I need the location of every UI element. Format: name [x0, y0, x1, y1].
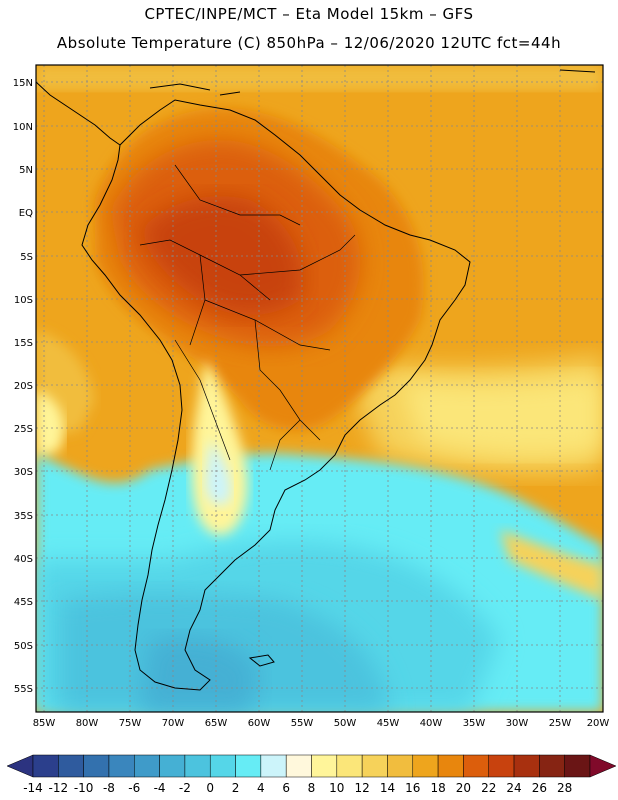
colorbar-swatch — [209, 754, 236, 778]
colorbar-swatch — [184, 754, 211, 778]
lat-label: 50S — [14, 641, 33, 652]
longitude-labels: 85W 80W 75W 70W 65W 60W 55W 50W 45W 40W … — [33, 718, 610, 729]
colorbar-swatch — [108, 754, 135, 778]
lat-label: 20S — [14, 381, 33, 392]
colorbar-label: 16 — [405, 781, 420, 795]
lat-label: 5N — [19, 165, 33, 176]
colorbar-low-arrow — [6, 754, 34, 778]
colorbar-label: 0 — [206, 781, 214, 795]
colorbar-label: 2 — [232, 781, 240, 795]
lon-label: 65W — [205, 718, 228, 729]
country-borders — [139, 164, 356, 471]
colorbar-label: -8 — [103, 781, 115, 795]
map-frame — [35, 64, 604, 713]
falkland-islands-outline — [248, 654, 275, 667]
colorbar-label: 22 — [481, 781, 496, 795]
colorbar-high-arrow — [589, 754, 617, 778]
colorbar-swatch — [539, 754, 565, 778]
colorbar-label: -12 — [49, 781, 69, 795]
colorbar-swatch — [412, 754, 439, 778]
lon-label: 50W — [334, 718, 357, 729]
lat-label: 5S — [20, 252, 33, 263]
lon-label: 60W — [248, 718, 271, 729]
colorbar-swatch — [235, 754, 262, 778]
colorbar-label: 8 — [308, 781, 316, 795]
lat-label: 30S — [14, 467, 33, 478]
lat-label: 15N — [13, 78, 33, 89]
colorbar-label: 4 — [257, 781, 265, 795]
colorbar-swatch — [387, 754, 414, 778]
lon-label: 35W — [463, 718, 486, 729]
colorbar-swatch — [32, 754, 59, 778]
lon-label: 75W — [119, 718, 142, 729]
colorbar-swatch — [83, 754, 110, 778]
colorbar-swatch — [159, 754, 186, 778]
colorbar-swatch — [285, 754, 312, 778]
colorbar-label: 28 — [557, 781, 572, 795]
colorbar-label: 20 — [456, 781, 471, 795]
lat-label: 40S — [14, 554, 33, 565]
colorbar-label: 6 — [282, 781, 290, 795]
colorbar: -14 -12 -10 -8 -6 -4 -2 0 2 4 6 8 10 12 14 16 18 20 22 24 26… — [6, 754, 617, 795]
colorbar-swatch — [488, 754, 515, 778]
chart-title-line-2: Absolute Temperature (C) 850hPa – 12/06/… — [56, 34, 562, 52]
colorbar-swatch — [260, 754, 287, 778]
colorbar-swatch — [564, 754, 591, 778]
lon-label: 85W — [33, 718, 56, 729]
lat-label: 10N — [13, 122, 33, 133]
colorbar-swatch — [463, 754, 489, 778]
lon-label: 45W — [377, 718, 400, 729]
lon-label: 80W — [76, 718, 99, 729]
colorbar-swatch — [311, 754, 338, 778]
central-america-coastline — [35, 81, 121, 146]
colorbar-swatch — [134, 754, 160, 778]
south-america-coastline — [81, 99, 471, 691]
colorbar-label: 26 — [532, 781, 547, 795]
lon-label: 20W — [587, 718, 610, 729]
colorbar-label: 14 — [380, 781, 395, 795]
colorbar-swatch — [58, 754, 84, 778]
lat-label: 55S — [14, 684, 33, 695]
colorbar-label: 10 — [329, 781, 344, 795]
coastlines — [35, 69, 596, 691]
colorbar-swatch — [361, 754, 388, 778]
lat-label: 35S — [14, 511, 33, 522]
colorbar-label: -2 — [179, 781, 191, 795]
colorbar-label: -6 — [128, 781, 140, 795]
lon-label: 30W — [506, 718, 529, 729]
colorbar-label: -4 — [154, 781, 166, 795]
colorbar-swatch — [437, 754, 464, 778]
colorbar-swatch — [336, 754, 363, 778]
temperature-field — [36, 65, 603, 712]
lon-label: 55W — [291, 718, 314, 729]
lon-label: 25W — [549, 718, 572, 729]
colorbar-swatch — [513, 754, 540, 778]
lat-label: 10S — [14, 295, 33, 306]
colorbar-label: 24 — [506, 781, 521, 795]
latitude-labels: 15N 10N 5N EQ 5S 10S 15S 20S 25S 30S 35S… — [13, 78, 33, 695]
lon-label: 40W — [420, 718, 443, 729]
chart-title-line-1: CPTEC/INPE/MCT – Eta Model 15km – GFS — [144, 5, 474, 23]
lat-label: 15S — [14, 338, 33, 349]
caribbean-islands-outline — [149, 69, 596, 96]
lat-label: 25S — [14, 424, 33, 435]
colorbar-label: -14 — [23, 781, 43, 795]
lon-label: 70W — [162, 718, 185, 729]
colorbar-label: 18 — [430, 781, 445, 795]
colorbar-label: 12 — [354, 781, 369, 795]
colorbar-label: -10 — [74, 781, 94, 795]
lat-label: 45S — [14, 597, 33, 608]
lat-label: EQ — [19, 208, 33, 219]
